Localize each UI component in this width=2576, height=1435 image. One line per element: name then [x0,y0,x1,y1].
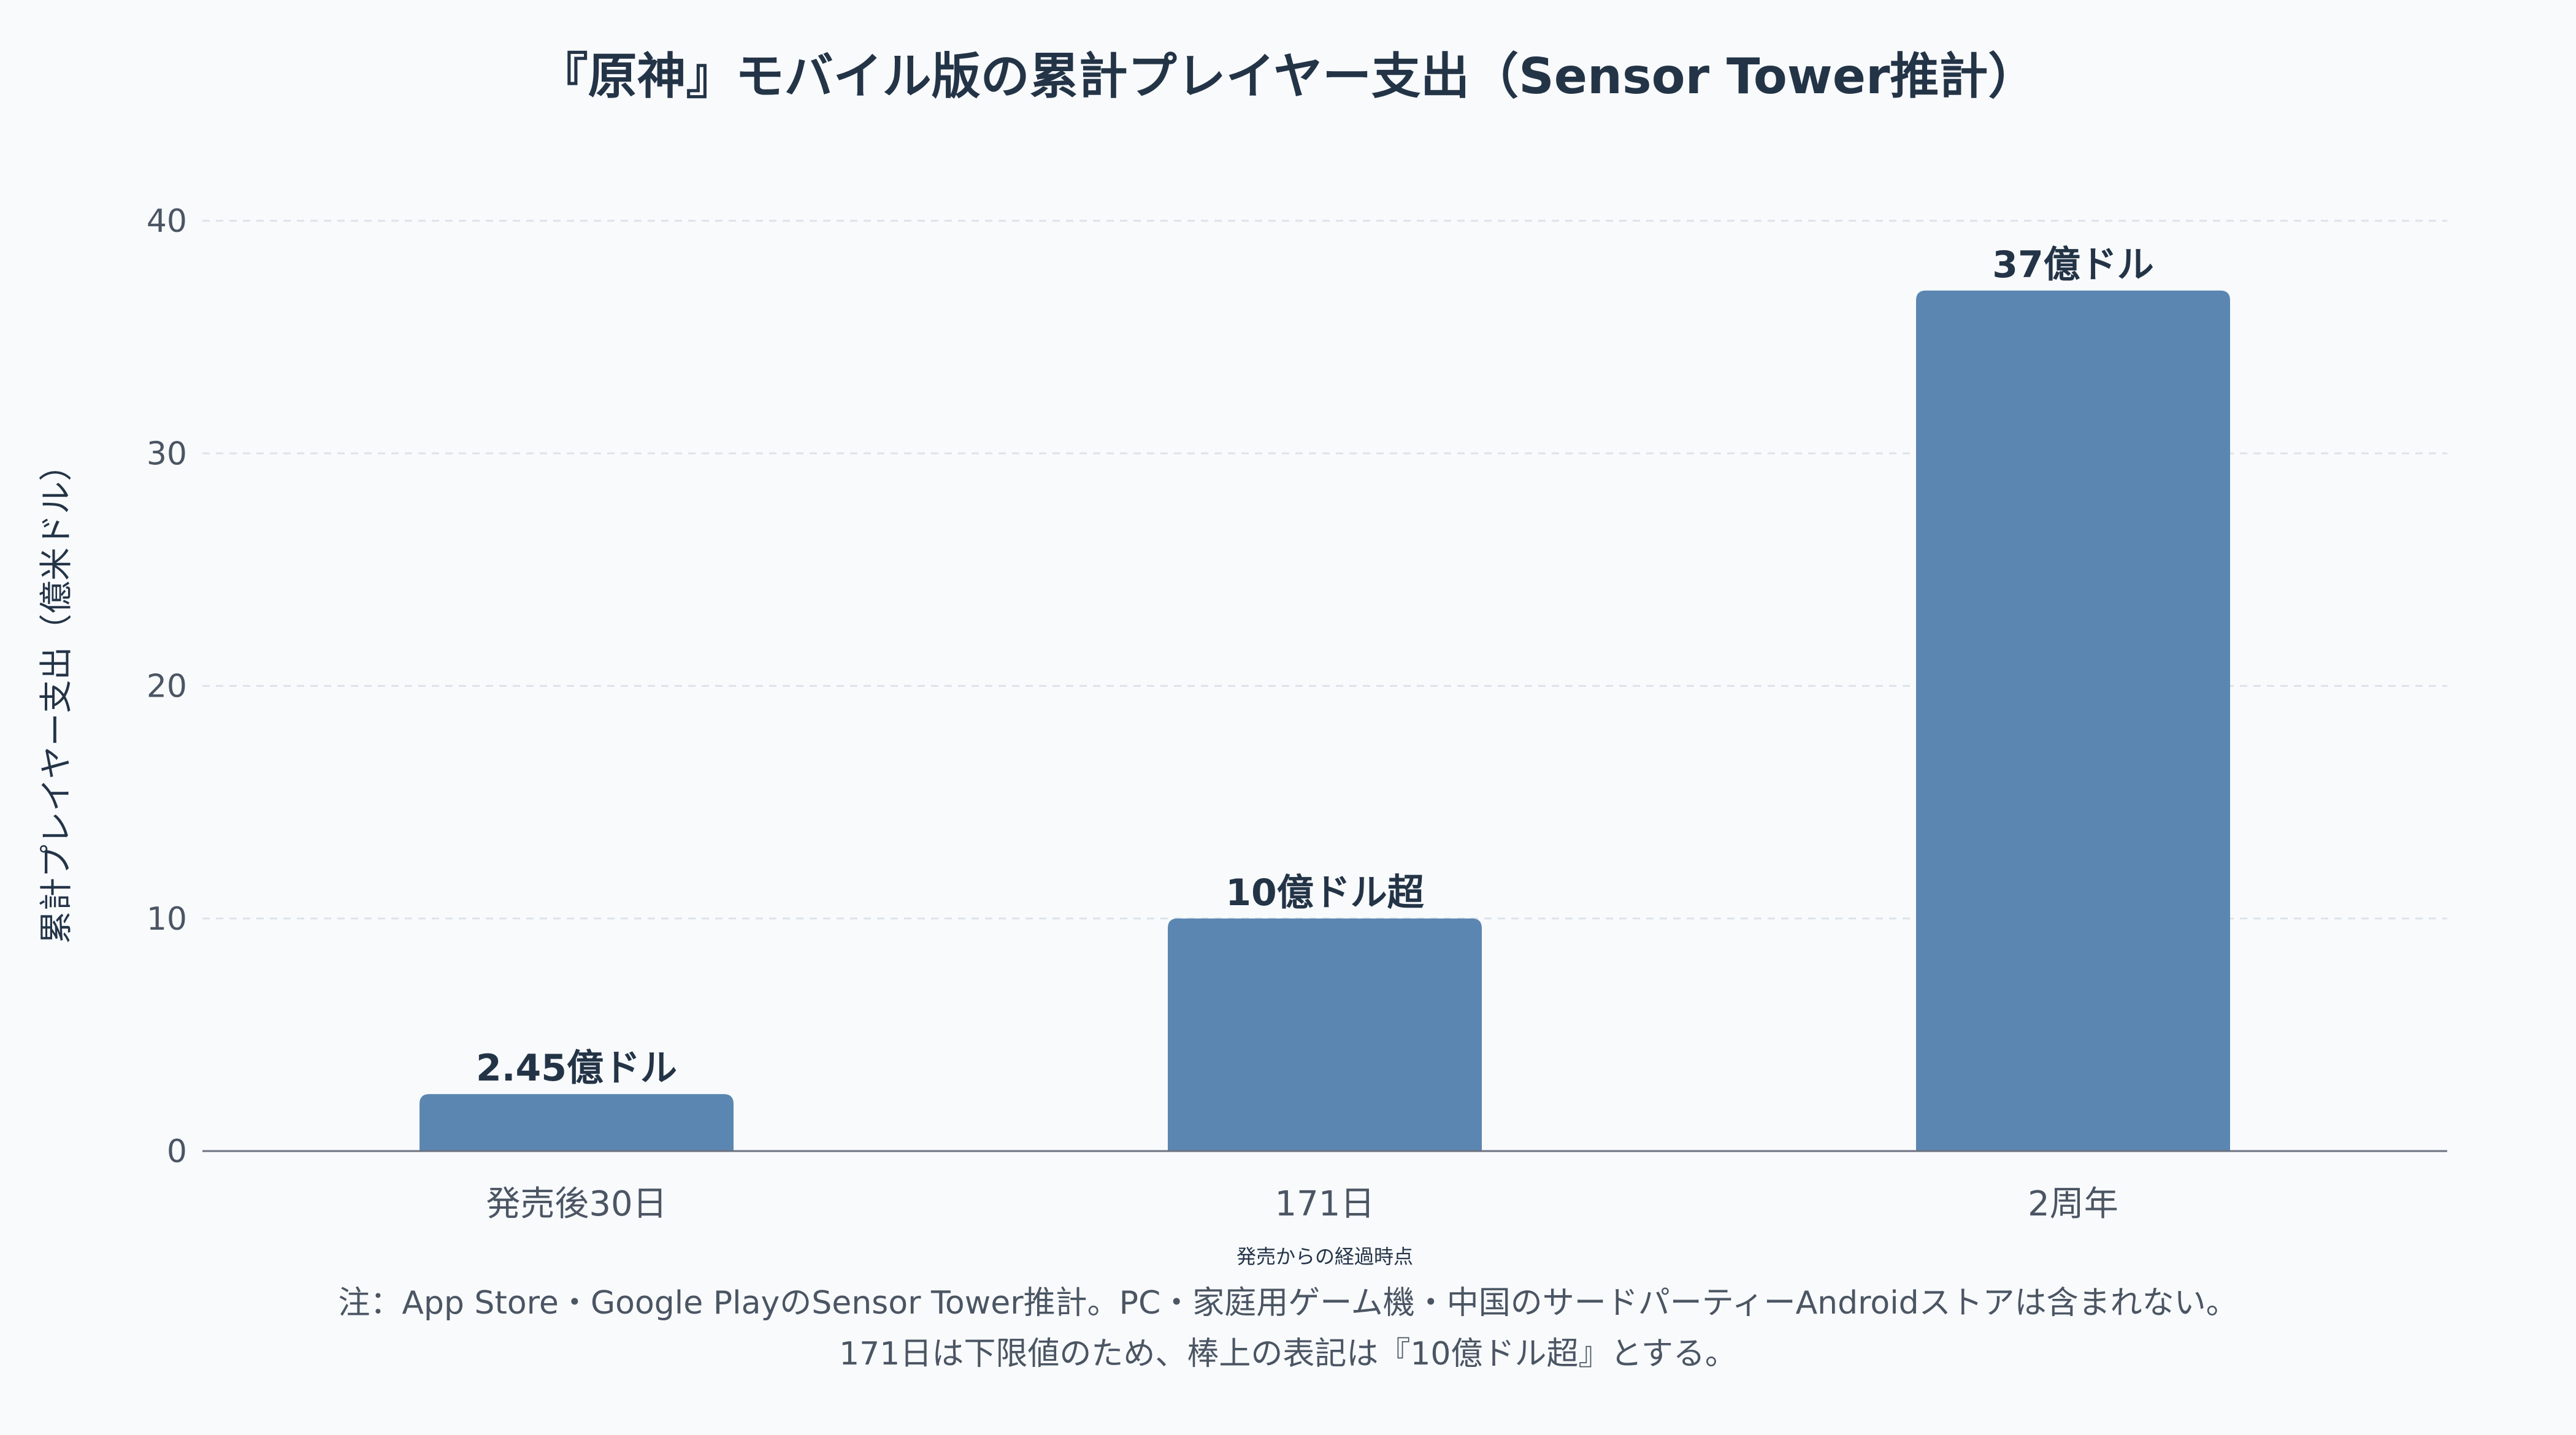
bar [1916,290,2230,1151]
x-tick-label: 171日 [1275,1184,1375,1224]
y-tick-label: 40 [147,203,187,240]
x-axis-label: 発売からの経過時点 [1236,1245,1413,1268]
y-tick-label: 0 [167,1133,187,1170]
y-axis-label: 累計プレイヤー支出（億米ドル） [37,448,75,944]
bar [1168,918,1482,1151]
bar-data-label: 10億ドル超 [1225,871,1424,914]
y-tick-label: 20 [147,668,187,705]
y-tick-label: 30 [147,435,187,472]
bar-layer [420,290,2230,1151]
bar [420,1094,734,1151]
bar-data-label: 2.45億ドル [476,1047,677,1090]
chart-title: 『原神』モバイル版の累計プレイヤー支出（Sensor Tower推計） [539,48,2037,105]
note-line-1: 注：App Store・Google PlayのSensor Tower推計。P… [338,1285,2237,1322]
bar-data-label: 37億ドル [1992,243,2154,286]
y-tick-label: 10 [147,901,187,938]
x-tick-label: 2周年 [2028,1184,2118,1224]
note-line-2: 171日は下限値のため、棒上の表記は『10億ドル超』とする。 [839,1336,1737,1372]
x-tick-label: 発売後30日 [486,1184,667,1224]
